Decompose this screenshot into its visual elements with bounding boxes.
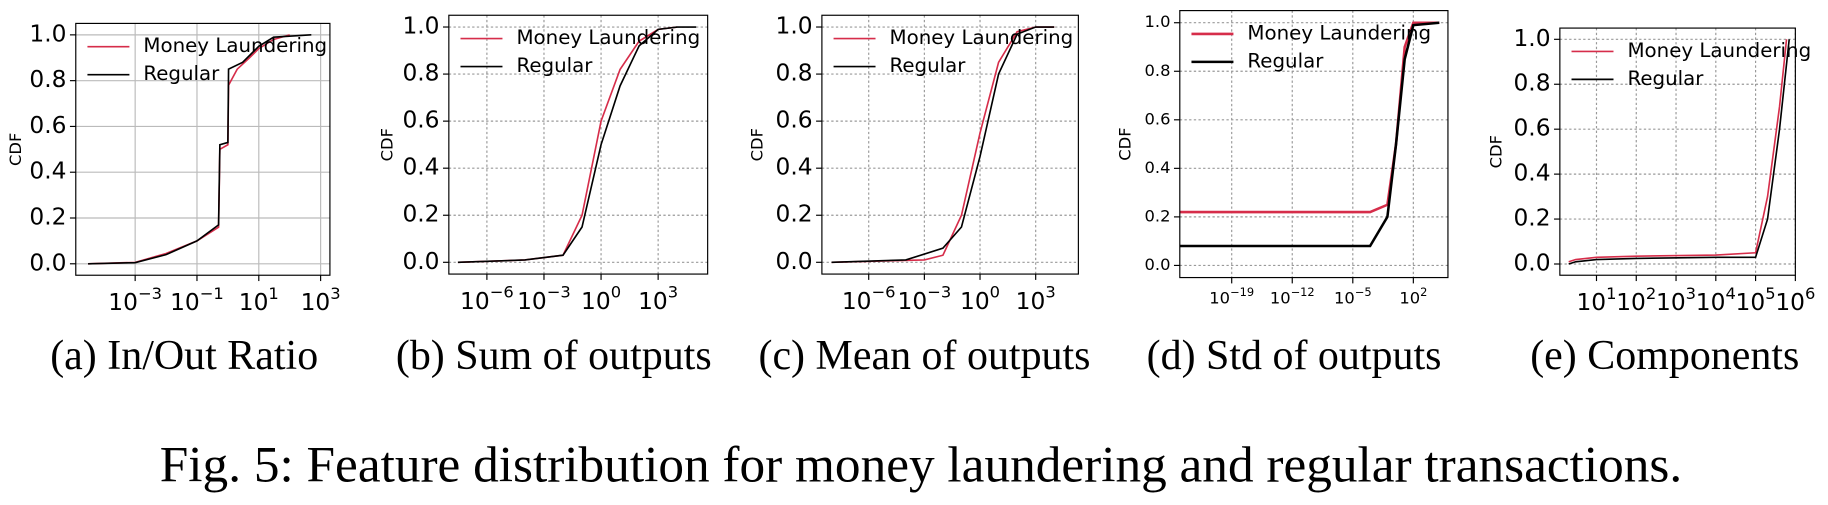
- cdf-line: [88, 34, 290, 265]
- x-tick-label: 10−6: [460, 282, 514, 314]
- y-tick-label: 1.0: [1145, 12, 1171, 31]
- cdf-line: [1568, 39, 1788, 263]
- x-tick-label: 10−3: [108, 283, 162, 315]
- panel: 10−19 10−12 10−5 102 0.0 0.2 0.4 0.6 0.8 1.0 CDF Mo…: [1116, 10, 1449, 379]
- cdf-line: [88, 34, 312, 265]
- y-tick-label: 0.4: [402, 154, 439, 181]
- axes-frame: [448, 14, 709, 275]
- y-tick-label: 0.0: [402, 248, 439, 275]
- y-tick-label: 0.6: [1513, 115, 1550, 142]
- cdf-line: [1179, 21, 1440, 248]
- x-tick-label: 102: [1399, 285, 1427, 308]
- cdf-line: [1568, 39, 1791, 265]
- y-tick-label: 0.4: [1513, 160, 1550, 187]
- y-tick-label: 0.8: [402, 60, 439, 87]
- y-tick-label: 1.0: [29, 20, 66, 47]
- x-tick-label: 104: [1696, 283, 1736, 315]
- y-tick-label: 0.4: [776, 154, 813, 181]
- x-tick-label: 105: [1736, 283, 1776, 315]
- y-tick-label: 0.2: [1513, 205, 1550, 232]
- panel: 101 102 103 104 105 106 0.0 0.2 0.4 0.6 0.8 1.0 CDF M…: [1486, 25, 1815, 379]
- y-tick-label: 1.0: [1513, 25, 1550, 52]
- x-tick-label: 103: [301, 283, 341, 315]
- axes-frame: [1559, 27, 1796, 276]
- x-tick-label: 10−5: [1334, 285, 1372, 308]
- y-tick-label: 0.2: [402, 201, 439, 228]
- subcaption: (b) Sum of outputs: [396, 333, 712, 379]
- legend-label: Regular: [1247, 49, 1324, 72]
- panel: 10−6 10−3 100 103 0.0 0.2 0.4 0.6 0.8 1.0 CDF Money…: [378, 13, 712, 379]
- legend-label: Regular: [516, 54, 593, 77]
- x-tick-label: 100: [581, 282, 621, 314]
- y-tick-label: 0.2: [776, 201, 813, 228]
- legend-label: Regular: [1627, 67, 1704, 90]
- y-tick-label: 0.0: [29, 249, 66, 276]
- y-axis-label: CDF: [1486, 135, 1505, 168]
- subcaption: (d) Std of outputs: [1147, 333, 1442, 379]
- y-axis-label: CDF: [6, 133, 25, 166]
- x-tick-label: 103: [638, 282, 678, 314]
- x-tick-label: 10−12: [1270, 285, 1315, 308]
- y-tick-label: 1.0: [776, 13, 813, 40]
- legend-label: Money Laundering: [143, 34, 327, 57]
- x-tick-label: 101: [239, 283, 279, 315]
- y-tick-label: 0.8: [1513, 70, 1550, 97]
- y-tick-label: 0.6: [1145, 109, 1171, 128]
- y-tick-label: 0.2: [1145, 206, 1171, 225]
- x-tick-label: 100: [960, 282, 1000, 314]
- axes-frame: [75, 22, 331, 276]
- y-axis-label: CDF: [747, 128, 766, 161]
- y-tick-label: 0.4: [29, 158, 66, 185]
- x-tick-label: 106: [1775, 283, 1815, 315]
- subcaption: (e) Components: [1530, 333, 1799, 379]
- x-tick-label: 103: [1016, 282, 1056, 314]
- subcaption: (c) Mean of outputs: [758, 333, 1090, 379]
- y-tick-label: 0.6: [402, 107, 439, 134]
- axes-frame: [1179, 10, 1449, 279]
- y-tick-label: 0.8: [776, 60, 813, 87]
- x-tick-label: 103: [1656, 283, 1696, 315]
- x-tick-label: 10−19: [1209, 285, 1254, 308]
- legend-label: Regular: [890, 54, 967, 77]
- legend-label: Money Laundering: [516, 26, 700, 49]
- cdf-line: [457, 26, 697, 264]
- cdf-line: [831, 26, 1055, 264]
- y-tick-label: 0.0: [776, 248, 813, 275]
- y-tick-label: 0.8: [29, 66, 66, 93]
- x-tick-label: 101: [1576, 283, 1616, 315]
- y-axis-label: CDF: [378, 128, 397, 161]
- y-tick-label: 0.0: [1145, 255, 1171, 274]
- legend-label: Money Laundering: [1247, 21, 1431, 44]
- x-tick-label: 10−3: [898, 282, 952, 314]
- panel: 10−3 10−1 101 103 0.0 0.2 0.4 0.6 0.8 1.0 CDF Money…: [6, 20, 341, 378]
- x-tick-label: 10−6: [842, 282, 896, 314]
- y-tick-label: 0.2: [29, 204, 66, 231]
- y-tick-label: 0.6: [776, 107, 813, 134]
- panel: 10−6 10−3 100 103 0.0 0.2 0.4 0.6 0.8 1.0 CDF Money…: [747, 13, 1090, 379]
- figure-caption: Fig. 5: Feature distribution for money l…: [160, 437, 1682, 494]
- y-tick-label: 1.0: [402, 13, 439, 40]
- legend-label: Regular: [143, 62, 220, 85]
- x-tick-label: 10−1: [170, 283, 224, 315]
- x-tick-label: 10−3: [517, 282, 571, 314]
- axes-frame: [821, 14, 1079, 275]
- y-axis-label: CDF: [1116, 127, 1135, 160]
- y-tick-label: 0.0: [1513, 249, 1550, 276]
- y-tick-label: 0.6: [29, 112, 66, 139]
- y-tick-label: 0.8: [1145, 61, 1171, 80]
- legend-label: Money Laundering: [890, 26, 1074, 49]
- x-tick-label: 102: [1616, 283, 1656, 315]
- legend-label: Money Laundering: [1627, 39, 1811, 62]
- y-tick-label: 0.4: [1145, 158, 1171, 177]
- subcaption: (a) In/Out Ratio: [50, 333, 318, 379]
